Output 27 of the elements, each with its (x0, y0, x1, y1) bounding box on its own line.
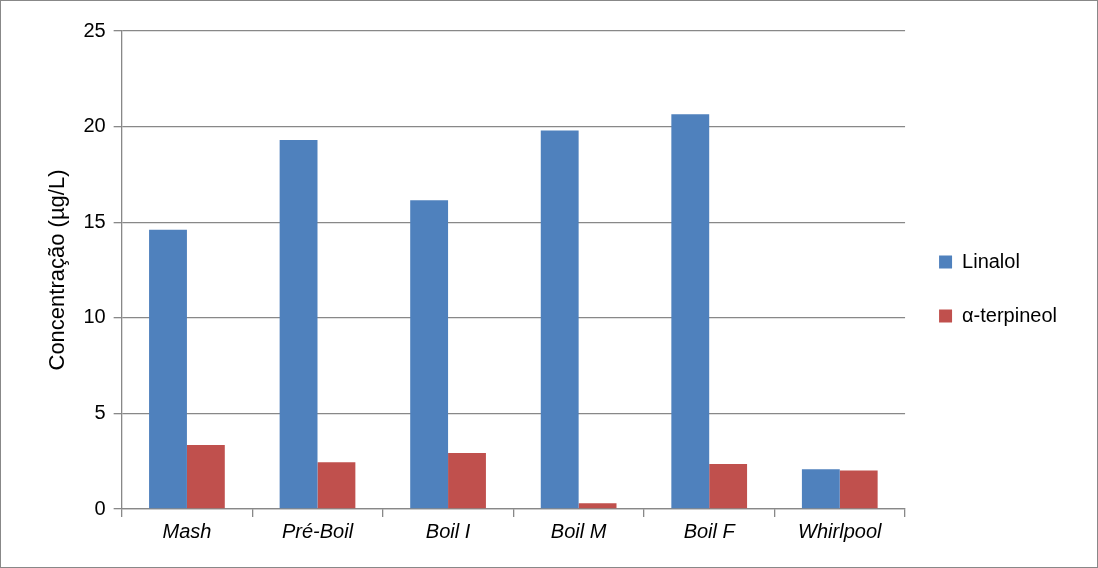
x-tick-label: Whirlpool (798, 519, 883, 542)
bar (709, 464, 748, 509)
y-tick-label: 5 (94, 400, 106, 423)
bar (186, 444, 225, 509)
x-tick-label: Mash (162, 519, 212, 542)
bar (410, 200, 449, 509)
bar (279, 139, 318, 509)
legend-label: Linalol (962, 249, 1020, 272)
x-tick-label: Boil M (550, 519, 607, 542)
bar (839, 470, 878, 509)
y-tick-label: 10 (83, 305, 106, 328)
x-tick-label: Pré-Boil (281, 519, 354, 542)
bar (578, 503, 617, 509)
bar (317, 462, 356, 509)
x-tick-label: Boil I (425, 519, 471, 542)
y-tick-label: 15 (83, 209, 106, 232)
bar (448, 452, 486, 509)
legend-label: α-terpineol (962, 303, 1058, 326)
y-axis-title: Concentração (µg/L) (44, 169, 70, 371)
bar (801, 469, 840, 509)
bar (540, 130, 579, 509)
y-tick-label: 25 (83, 18, 106, 41)
y-tick-label: 20 (83, 114, 106, 137)
x-tick-label: Boil F (683, 519, 737, 542)
bar (671, 114, 710, 509)
bar (149, 229, 187, 509)
y-tick-label: 0 (94, 496, 106, 519)
